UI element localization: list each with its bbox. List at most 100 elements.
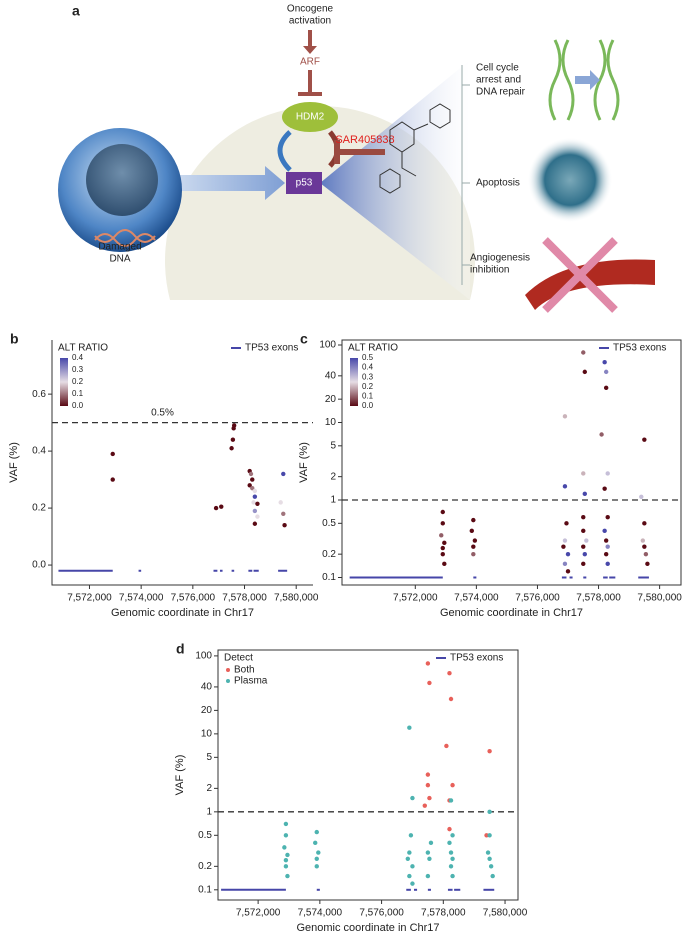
caption: DNA (109, 254, 130, 265)
y-tick-label: 0.5 (198, 830, 212, 841)
caption: HDM2 (296, 112, 325, 123)
point (562, 561, 568, 567)
legend-label: Plasma (234, 676, 268, 687)
dna (94, 229, 156, 247)
panel-label: c (300, 331, 308, 347)
dna-image (548, 39, 620, 121)
point (447, 826, 452, 832)
point (440, 551, 445, 557)
x-axis-label: Genomic coordinate in Chr17 (296, 922, 439, 934)
point (425, 850, 431, 855)
point (316, 850, 321, 855)
point (485, 850, 491, 855)
caption: p53 (296, 178, 313, 189)
colorbar-tick-label: 0.2 (72, 377, 84, 386)
point (581, 514, 586, 520)
point (285, 873, 290, 879)
point (408, 833, 414, 838)
point (231, 426, 236, 431)
colorbar (60, 358, 68, 406)
point (440, 509, 445, 515)
point (229, 446, 234, 451)
point (602, 359, 607, 365)
point (282, 845, 287, 850)
x-tick-label: 7,580,000 (637, 593, 682, 604)
point (282, 522, 287, 528)
point (440, 545, 445, 551)
point (283, 833, 289, 838)
frame (217, 649, 519, 901)
caption: Cell cycle (476, 63, 519, 74)
panel-label: d (176, 641, 185, 657)
x-axis-label: Genomic coordinate in Chr17 (440, 607, 583, 619)
caption: arrest and (476, 75, 521, 86)
caption: DNA repair (476, 87, 526, 98)
point (450, 833, 455, 838)
x-tick-label: 7,578,000 (421, 908, 466, 919)
point (490, 873, 495, 879)
point (110, 451, 115, 457)
y-tick-label: 0.0 (32, 560, 46, 571)
point (581, 544, 586, 549)
point (407, 850, 412, 855)
point (213, 505, 219, 511)
point (251, 500, 256, 505)
point (450, 782, 455, 788)
caption: Angiogenesis (470, 253, 530, 264)
molecule (379, 103, 451, 194)
legend-label: TP53 exons (613, 343, 666, 354)
point (427, 856, 432, 861)
inhibition (334, 140, 385, 164)
point (439, 533, 444, 538)
bracket (461, 65, 470, 285)
point (447, 840, 452, 846)
y-tick-label: 100 (195, 651, 212, 662)
legend-label: TP53 exons (245, 343, 298, 354)
point (602, 486, 607, 491)
point (407, 725, 412, 730)
point (484, 833, 489, 838)
legend-title: Detect (224, 653, 253, 664)
point (313, 840, 318, 846)
point (603, 538, 609, 543)
x-tick-label: 7,572,000 (236, 908, 281, 919)
threshold-label: 0.5% (151, 407, 174, 418)
point (219, 504, 224, 509)
caption: SAR405838 (335, 134, 394, 146)
y-tick-label: 2 (206, 783, 212, 794)
point (285, 852, 290, 858)
caption: Apoptosis (476, 178, 520, 189)
hdm2 (282, 102, 338, 132)
colorbar-title: ALT RATIO (348, 343, 398, 354)
point (283, 821, 289, 827)
point (230, 437, 236, 442)
y-axis-label: VAF (%) (174, 755, 186, 796)
legend-label: Both (234, 665, 255, 676)
colorbar-title: ALT RATIO (58, 343, 108, 354)
y-tick-label: 1 (330, 495, 336, 506)
point (639, 494, 644, 499)
nucleus (86, 144, 158, 216)
point (642, 544, 647, 549)
point (582, 491, 587, 497)
y-tick-label: 10 (201, 729, 213, 740)
caption: activation (289, 16, 331, 27)
point (487, 856, 492, 861)
y-tick-label: 5 (206, 752, 212, 763)
point (450, 856, 455, 861)
x-tick-label: 7,576,000 (515, 593, 560, 604)
caption: Damaged (98, 242, 141, 253)
point (255, 514, 260, 519)
caption: inhibition (470, 265, 509, 276)
panel-a: a Damaged DNA Oncogene activation ARF HD… (58, 3, 655, 313)
point (605, 471, 610, 476)
x-tick-label: 7,576,000 (359, 908, 404, 919)
y-tick-label: 40 (325, 370, 337, 381)
point (252, 494, 258, 499)
y-tick-label: 0.2 (322, 549, 336, 560)
point (487, 748, 492, 754)
colorbar-tick-label: 0.4 (362, 363, 374, 372)
point (281, 511, 286, 516)
y-tick-label: 1 (206, 806, 212, 817)
